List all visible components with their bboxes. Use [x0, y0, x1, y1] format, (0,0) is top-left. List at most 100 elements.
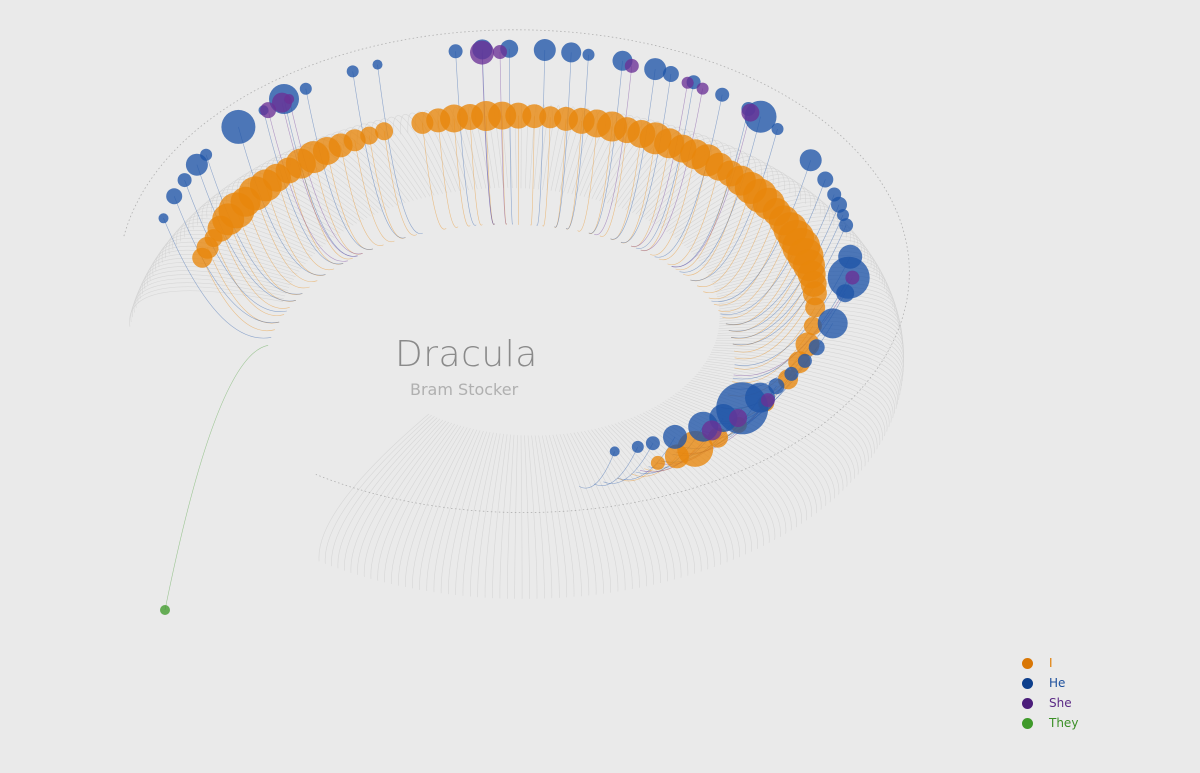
- bubble-he[interactable]: [449, 44, 463, 58]
- bubble-he[interactable]: [784, 367, 798, 381]
- legend-dot-she: [1022, 698, 1033, 709]
- connection-line-they: [165, 345, 268, 610]
- bubble-she[interactable]: [845, 271, 859, 285]
- bubble-she[interactable]: [284, 94, 294, 104]
- connection-line-he: [537, 50, 545, 225]
- bubble-he[interactable]: [610, 446, 620, 456]
- shell-line: [357, 421, 445, 575]
- connection-line-he: [636, 82, 694, 248]
- bubble-he[interactable]: [798, 354, 812, 368]
- bubble-he[interactable]: [632, 441, 644, 453]
- connection-line-i: [531, 116, 535, 225]
- legend: I He She They: [1022, 653, 1078, 733]
- bubble-he[interactable]: [534, 39, 556, 61]
- shell-line: [338, 418, 437, 569]
- bubble-she[interactable]: [493, 45, 507, 59]
- bubble-she[interactable]: [625, 59, 639, 73]
- bubble-he[interactable]: [817, 172, 833, 188]
- legend-label-they: They: [1049, 716, 1078, 730]
- connection-line-he: [589, 61, 623, 234]
- connection-line-i: [422, 123, 446, 229]
- shell-line: [131, 287, 284, 322]
- connection-line-i: [641, 149, 683, 251]
- shell-line: [130, 291, 283, 327]
- bubble-he[interactable]: [200, 149, 212, 161]
- bubble-he[interactable]: [561, 42, 581, 62]
- bubble-he[interactable]: [663, 66, 679, 82]
- shell-line: [584, 431, 653, 585]
- bubble-he[interactable]: [715, 88, 729, 102]
- connection-lines: [164, 49, 853, 610]
- connection-line-she: [500, 52, 507, 224]
- shell-line: [521, 435, 522, 599]
- shell-line: [485, 434, 504, 598]
- shell-line: [492, 434, 507, 598]
- legend-label-he: He: [1049, 676, 1065, 690]
- legend-dot-i: [1022, 658, 1033, 669]
- legend-dot-he: [1022, 678, 1033, 689]
- bubble-he[interactable]: [646, 436, 660, 450]
- bubble-they[interactable]: [160, 605, 170, 615]
- shell-line: [351, 420, 443, 573]
- bubble-he[interactable]: [178, 173, 192, 187]
- bubble-i[interactable]: [651, 456, 665, 470]
- bubble-he[interactable]: [583, 49, 595, 61]
- legend-item-she[interactable]: She: [1022, 693, 1078, 713]
- bubble-he[interactable]: [800, 149, 822, 171]
- legend-item-they[interactable]: They: [1022, 713, 1078, 733]
- shell-line: [591, 430, 667, 582]
- shell-line: [427, 430, 477, 591]
- shell-line: [371, 423, 452, 579]
- connection-line-he: [611, 69, 656, 239]
- connection-line-he: [555, 52, 572, 227]
- chart-title: Dracula: [395, 334, 538, 375]
- shell-line: [478, 434, 501, 598]
- shell-line: [420, 429, 474, 590]
- connection-line-i: [543, 117, 551, 226]
- bubble-she[interactable]: [470, 41, 494, 65]
- shell-line: [574, 433, 632, 589]
- connection-line-i: [621, 138, 656, 243]
- shell-line: [364, 422, 449, 577]
- legend-label-i: I: [1049, 656, 1053, 670]
- bubble-he[interactable]: [159, 213, 169, 223]
- legend-dot-they: [1022, 718, 1033, 729]
- bubble-i[interactable]: [375, 122, 393, 140]
- bubble-she[interactable]: [682, 77, 694, 89]
- legend-item-he[interactable]: He: [1022, 673, 1078, 693]
- legend-item-i[interactable]: I: [1022, 653, 1078, 673]
- bubble-he[interactable]: [644, 58, 666, 80]
- shell-line: [525, 435, 530, 599]
- bubble-she[interactable]: [761, 393, 775, 407]
- bubble-he[interactable]: [300, 83, 312, 95]
- bubble-she[interactable]: [729, 409, 747, 427]
- bubble-he[interactable]: [166, 188, 182, 204]
- bubble-she[interactable]: [741, 104, 759, 122]
- bubble-he[interactable]: [221, 110, 255, 144]
- bubble-he[interactable]: [373, 60, 383, 70]
- connection-line-she: [482, 53, 495, 225]
- shell-line: [319, 414, 429, 561]
- bubble-he[interactable]: [809, 339, 825, 355]
- bubble-she[interactable]: [697, 83, 709, 95]
- bubble-he[interactable]: [347, 65, 359, 77]
- bubble-he[interactable]: [836, 284, 854, 302]
- shell-line: [500, 435, 511, 599]
- shell-line: [441, 431, 483, 593]
- bubble-he[interactable]: [839, 218, 853, 232]
- bubble-he[interactable]: [772, 123, 784, 135]
- bubble-she[interactable]: [702, 420, 722, 440]
- shell-rim: [124, 30, 910, 513]
- shell-line: [412, 428, 470, 588]
- connection-line-he: [482, 49, 494, 224]
- shell-line: [515, 435, 518, 599]
- bubble-he[interactable]: [818, 308, 848, 338]
- shell-line: [556, 435, 596, 595]
- shell-line: [378, 424, 455, 581]
- shell-line: [560, 434, 604, 593]
- chart-subtitle: Bram Stocker: [410, 380, 518, 399]
- bubble-he[interactable]: [663, 425, 687, 449]
- shell-line: [542, 435, 567, 597]
